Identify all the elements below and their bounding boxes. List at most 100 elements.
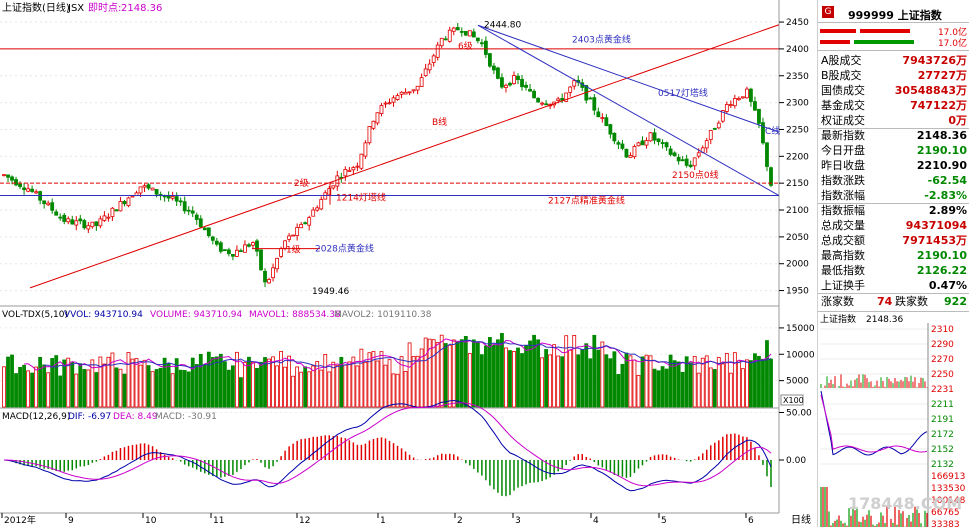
candle-body bbox=[712, 128, 717, 130]
candle-body bbox=[656, 138, 661, 142]
vol-bar bbox=[415, 355, 420, 408]
macd-legend-macd: MACD: -30.91 bbox=[155, 412, 217, 422]
code-name: 999999 上证指数 bbox=[848, 9, 942, 22]
price-tick-label: 2250 bbox=[786, 125, 809, 135]
price-tick-label: 2050 bbox=[786, 233, 809, 243]
vol-bar bbox=[765, 340, 769, 408]
candle-body bbox=[652, 132, 657, 141]
candle-body bbox=[170, 196, 175, 199]
vol-bar bbox=[319, 369, 324, 408]
vol-bar bbox=[592, 334, 597, 408]
candle-body bbox=[375, 112, 380, 124]
candle-body bbox=[126, 197, 131, 207]
candle-body bbox=[395, 95, 400, 100]
price-tick-label: 2150 bbox=[786, 179, 809, 189]
line-b bbox=[29, 24, 780, 289]
candle-body bbox=[54, 211, 59, 216]
vol-bar bbox=[255, 367, 259, 408]
intraday-mini-chart[interactable]: 上证指数 2148.36 2310 2290 2270 2250 2231 2211 219… bbox=[818, 313, 969, 527]
candle-body bbox=[632, 145, 637, 158]
vol-bar bbox=[22, 364, 26, 408]
main-chart-area[interactable]: 5000 10000 15000 50.00 0.00 2444.80 1949.46 2… bbox=[0, 0, 817, 527]
candle-body bbox=[251, 242, 255, 246]
annotation-peak: 2444.80 bbox=[484, 20, 521, 30]
stat-label: 总成交额 bbox=[821, 234, 865, 247]
vol-bar bbox=[190, 357, 195, 408]
candle-body bbox=[70, 219, 75, 225]
candle-body bbox=[696, 152, 701, 157]
candle-body bbox=[471, 31, 476, 38]
vol-bar bbox=[10, 354, 14, 408]
vol-legend-volume: VOLUME: 943710.94 bbox=[150, 310, 243, 320]
candle-body bbox=[612, 132, 617, 142]
candle-body bbox=[749, 88, 753, 102]
candle-body bbox=[769, 167, 773, 186]
vol-bar bbox=[500, 332, 504, 408]
vol-bar bbox=[508, 350, 512, 408]
candle-body bbox=[106, 216, 111, 219]
month-label: 11 bbox=[213, 516, 224, 526]
stat-value: 7943726万 bbox=[902, 54, 967, 67]
candle-body bbox=[359, 153, 364, 169]
svg-text:2148.36: 2148.36 bbox=[866, 315, 903, 325]
candle-body bbox=[544, 103, 549, 106]
vol-bar bbox=[483, 345, 488, 408]
candle-body bbox=[644, 140, 649, 146]
svg-text:178448.COM: 178448.COM bbox=[848, 494, 962, 513]
vol-bar bbox=[126, 352, 131, 408]
candle-body bbox=[459, 31, 464, 33]
candle-body bbox=[427, 63, 432, 71]
candle-body bbox=[600, 117, 605, 119]
candle-body bbox=[363, 142, 368, 157]
vol-bar bbox=[74, 373, 79, 408]
candle-body bbox=[443, 38, 448, 41]
vol-bar bbox=[757, 355, 761, 408]
vol-bar bbox=[42, 364, 47, 408]
candle-body bbox=[94, 221, 99, 227]
price-tick-label: 2000 bbox=[786, 260, 809, 270]
vol-bar bbox=[564, 335, 569, 408]
candle-body bbox=[532, 90, 536, 99]
candle-body bbox=[226, 249, 231, 255]
vol-bar bbox=[323, 353, 328, 408]
stat-label: 权证成交 bbox=[821, 114, 865, 127]
candle-body bbox=[331, 185, 336, 189]
vol-bar bbox=[568, 349, 573, 408]
mini-tick-label: 2310 bbox=[931, 325, 954, 335]
vol-bar bbox=[307, 371, 312, 408]
mini-vol-tick: 66765 bbox=[931, 508, 960, 518]
stat-label: 指数振幅 bbox=[821, 204, 865, 217]
stat-label: 指数涨幅 bbox=[821, 189, 865, 202]
stat-label: 昨日收盘 bbox=[821, 159, 865, 172]
vol-bar bbox=[712, 369, 717, 408]
vol-bar bbox=[138, 364, 143, 408]
vol-bar bbox=[198, 353, 203, 408]
candle-body bbox=[30, 188, 35, 192]
stat-value: 27727万 bbox=[917, 69, 967, 82]
sidebar-header: G 999999 上证指数 bbox=[818, 3, 969, 22]
price-tick-label: 2400 bbox=[786, 45, 809, 55]
vol-bar bbox=[407, 342, 412, 408]
annotation-gold-2028: 2028点黄金线 bbox=[315, 243, 374, 255]
vol-tick-label: 5000 bbox=[786, 377, 809, 387]
candle-body bbox=[178, 200, 183, 203]
annotation-low: 1949.46 bbox=[312, 287, 349, 297]
stat-label: B股成交 bbox=[821, 69, 862, 82]
candle-body bbox=[58, 216, 63, 219]
stat-row: 今日开盘 2190.10 bbox=[821, 143, 967, 158]
candle-body bbox=[142, 185, 147, 188]
candle-body bbox=[239, 250, 243, 253]
candle-body bbox=[467, 30, 472, 37]
stat-value: 30548843万 bbox=[894, 84, 967, 97]
month-label: 2012年 bbox=[4, 514, 36, 526]
mini-tick-label: 2211 bbox=[931, 400, 954, 410]
candle-body bbox=[572, 80, 577, 87]
candle-body bbox=[194, 214, 199, 220]
candle-body bbox=[335, 175, 340, 187]
vol-bar bbox=[700, 357, 705, 408]
vol-bar bbox=[263, 357, 267, 408]
instant-value: 2148.36 bbox=[121, 3, 162, 14]
vol-bar bbox=[202, 364, 207, 408]
vol-bar bbox=[186, 371, 191, 408]
stat-row: 指数涨幅 -2.83% bbox=[821, 188, 967, 203]
